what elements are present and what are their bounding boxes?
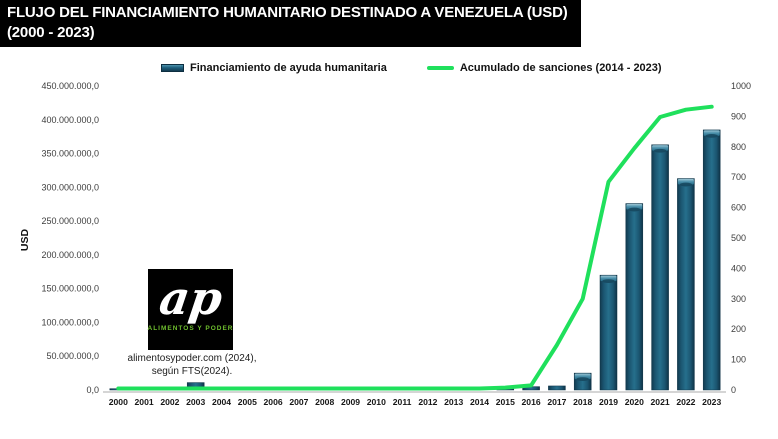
y-left-tick-label: 450.000.000,0 <box>41 81 99 91</box>
x-axis-label-2021: 2021 <box>651 397 670 407</box>
y-left-tick-label: 100.000.000,0 <box>41 317 99 327</box>
chart-legend: Financiamiento de ayuda humanitaria Acum… <box>161 59 662 77</box>
x-axis-label-2023: 2023 <box>702 397 721 407</box>
x-axis-label-2015: 2015 <box>496 397 515 407</box>
bar-cap-shade-2020 <box>628 207 641 212</box>
y-left-tick-label: 400.000.000,0 <box>41 115 99 125</box>
y-right-tick-label: 500 <box>731 233 746 243</box>
sanctions-line <box>116 104 714 391</box>
y-right-tick-label: 900 <box>731 111 746 121</box>
x-axis-label-2004: 2004 <box>212 397 231 407</box>
y-right-tick-label: 100 <box>731 355 746 365</box>
y-left-tick-label: 250.000.000,0 <box>41 216 99 226</box>
alimentos-y-poder-logo: ap ALIMENTOS Y PODER <box>148 269 233 350</box>
bar-series-swatch-icon <box>161 64 184 72</box>
x-axis-label-2014: 2014 <box>470 397 489 407</box>
bar-2023 <box>702 129 721 391</box>
x-axis-label-2022: 2022 <box>676 397 695 407</box>
legend-line-label: Acumulado de sanciones (2014 - 2023) <box>459 62 662 74</box>
x-axis-label-2003: 2003 <box>186 397 205 407</box>
y-left-tick-label: 300.000.000,0 <box>41 182 99 192</box>
bar-cap-shade-2023 <box>705 134 718 138</box>
y-right-tick-label: 0 <box>731 385 736 395</box>
x-axis-label-2013: 2013 <box>444 397 463 407</box>
source-line2: según FTS(2024). <box>151 366 233 377</box>
legend-item-line: Acumulado de sanciones (2014 - 2023) <box>426 62 662 74</box>
chart-title-line1: FLUJO DEL FINANCIAMIENTO HUMANITARIO DES… <box>7 4 568 21</box>
y-right-tick-label: 800 <box>731 142 746 152</box>
x-axis-line <box>103 391 726 393</box>
x-axis-label-2010: 2010 <box>367 397 386 407</box>
x-axis-label-2005: 2005 <box>238 397 257 407</box>
x-axis-label-2017: 2017 <box>547 397 566 407</box>
y-left-tick-label: 350.000.000,0 <box>41 149 99 159</box>
y-right-tick-label: 300 <box>731 294 746 304</box>
source-line1: alimentosypoder.com (2024), <box>127 353 257 364</box>
y-right-tick-label: 200 <box>731 324 746 334</box>
x-axis-label-2012: 2012 <box>418 397 437 407</box>
x-axis-label-2011: 2011 <box>393 397 412 407</box>
bar-2022 <box>677 178 695 391</box>
chart-title-line2: (2000 - 2023) <box>7 23 95 41</box>
y-left-tick-label: 200.000.000,0 <box>41 250 99 260</box>
x-axis-label-2001: 2001 <box>135 397 154 407</box>
y-right-tick-label: 400 <box>731 263 746 273</box>
y-left-tick-label: 0,0 <box>86 385 99 395</box>
bar-2019 <box>599 274 618 391</box>
bar-cap-shade-2022 <box>679 182 693 187</box>
x-axis-label-2008: 2008 <box>315 397 334 407</box>
bar-2017 <box>548 385 566 391</box>
source-attribution: alimentosypoder.com (2024), según FTS(20… <box>108 352 276 378</box>
logo-wordmark: ALIMENTOS Y PODER <box>147 325 234 332</box>
legend-bar-label: Financiamiento de ayuda humanitaria <box>190 62 387 74</box>
bar-cap-shade-2021 <box>653 148 667 153</box>
line-series-swatch-icon <box>426 66 454 70</box>
x-axis-label-2016: 2016 <box>522 397 541 407</box>
chart-title: FLUJO DEL FINANCIAMIENTO HUMANITARIO DES… <box>0 0 581 47</box>
x-axis-label-2007: 2007 <box>289 397 308 407</box>
y-right-tick-label: 600 <box>731 203 746 213</box>
y-axis-title: USD <box>19 228 31 251</box>
y-right-tick-label: 700 <box>731 172 746 182</box>
x-axis-label-2009: 2009 <box>341 397 360 407</box>
y-right-tick-label: 1000 <box>731 81 751 91</box>
legend-item-bars: Financiamiento de ayuda humanitaria <box>161 62 387 74</box>
bar-cap-shade-2019 <box>602 279 615 284</box>
y-left-tick-label: 150.000.000,0 <box>41 284 99 294</box>
x-axis-label-2002: 2002 <box>160 397 179 407</box>
bar-2020 <box>625 203 644 391</box>
x-axis-label-2006: 2006 <box>264 397 283 407</box>
bar-2021 <box>651 144 669 391</box>
x-axis-label-2019: 2019 <box>599 397 618 407</box>
x-axis-label-2000: 2000 <box>109 397 128 407</box>
x-axis-label-2018: 2018 <box>573 397 592 407</box>
bar-cap-shade-2018 <box>576 377 589 382</box>
y-left-tick-label: 50.000.000,0 <box>46 351 99 361</box>
logo-ap-monogram: ap <box>155 271 226 325</box>
x-axis-label-2020: 2020 <box>625 397 644 407</box>
